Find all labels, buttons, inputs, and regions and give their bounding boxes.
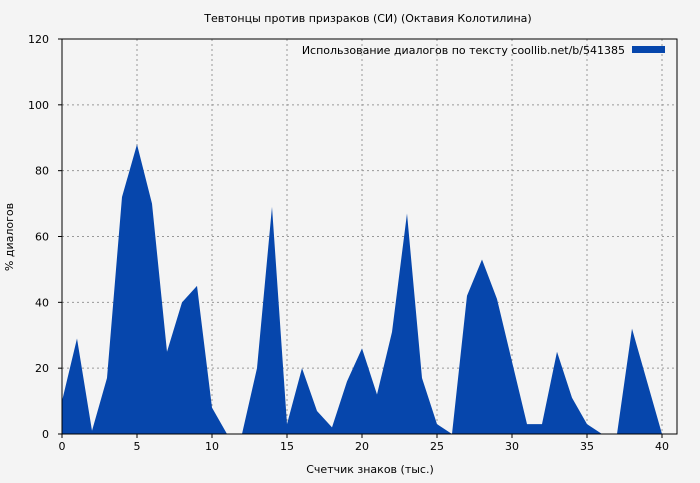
area-series xyxy=(62,144,662,435)
x-tick-label: 5 xyxy=(134,440,141,453)
y-tick-label: 120 xyxy=(28,33,49,46)
x-tick-label: 40 xyxy=(655,440,669,453)
x-tick-label: 10 xyxy=(205,440,219,453)
legend: Использование диалогов по тексту coollib… xyxy=(302,44,665,57)
x-tick-label: 15 xyxy=(280,440,294,453)
x-tick-label: 20 xyxy=(355,440,369,453)
x-axis-label: Счетчик знаков (тыс.) xyxy=(306,463,434,476)
y-tick-label: 60 xyxy=(35,231,49,244)
chart-title: Тевтонцы против призраков (СИ) (Октавия … xyxy=(203,12,531,25)
y-axis-label: % диалогов xyxy=(3,203,16,271)
y-tick-label: 100 xyxy=(28,99,49,112)
area-fill xyxy=(62,144,662,435)
legend-label: Использование диалогов по тексту coollib… xyxy=(302,44,625,57)
x-tick-label: 30 xyxy=(505,440,519,453)
x-tick-label: 0 xyxy=(59,440,66,453)
ticks: 0 5 10 15 20 25 30 35 40 0 20 40 60 80 100 120 xyxy=(28,33,669,453)
y-tick-label: 40 xyxy=(35,296,49,309)
x-tick-label: 35 xyxy=(580,440,594,453)
legend-swatch xyxy=(632,46,665,53)
y-tick-label: 80 xyxy=(35,165,49,178)
grid xyxy=(62,38,677,434)
y-tick-label: 20 xyxy=(35,362,49,375)
x-tick-label: 25 xyxy=(430,440,444,453)
y-tick-label: 0 xyxy=(42,428,49,441)
